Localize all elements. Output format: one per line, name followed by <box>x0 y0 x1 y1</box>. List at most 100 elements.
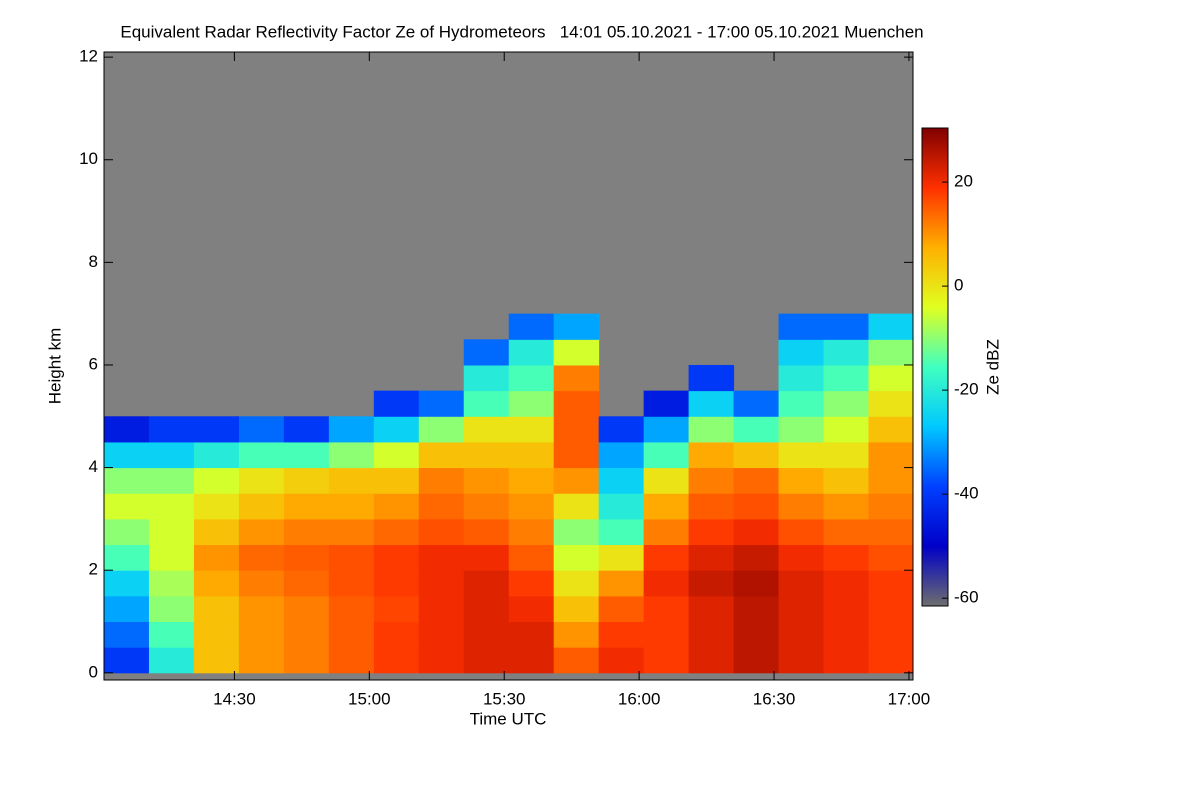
heatmap-cell <box>104 467 150 494</box>
heatmap-cell <box>148 621 195 648</box>
heatmap-cell <box>868 595 914 623</box>
heatmap-cell <box>373 441 420 469</box>
heatmap-cell <box>463 467 510 494</box>
heatmap-cell <box>193 621 240 648</box>
heatmap-cell <box>553 467 600 494</box>
heatmap-cell <box>553 339 600 366</box>
heatmap-cell <box>373 518 420 546</box>
heatmap-cell <box>823 441 869 469</box>
heatmap-cell <box>823 339 869 366</box>
heatmap-cell <box>868 390 914 417</box>
heatmap-cell <box>778 364 825 392</box>
heatmap-cell <box>823 595 869 623</box>
x-tick-label: 14:30 <box>213 689 256 708</box>
heatmap-cell <box>463 364 510 392</box>
heatmap-cell <box>598 416 645 443</box>
colorbar <box>921 127 949 607</box>
heatmap-cell <box>868 416 914 443</box>
heatmap-cell <box>733 544 780 571</box>
heatmap-cell <box>688 467 735 494</box>
heatmap-cell <box>148 544 195 571</box>
heatmap-cell <box>238 467 285 494</box>
heatmap-cell <box>373 416 420 443</box>
heatmap-cell <box>508 339 555 366</box>
heatmap-cell <box>508 364 555 392</box>
y-tick-label: 0 <box>89 662 98 681</box>
heatmap-cell <box>328 647 375 674</box>
heatmap-cell <box>733 441 780 469</box>
heatmap-cell <box>733 493 780 520</box>
heatmap-cell <box>104 544 150 571</box>
heatmap-cell <box>418 416 465 443</box>
x-tick-label: 15:00 <box>348 689 391 708</box>
heatmap-cell <box>148 570 195 597</box>
heatmap-cell <box>418 647 465 674</box>
heatmap-cell <box>553 647 600 674</box>
heatmap-cell <box>238 441 285 469</box>
heatmap-cell <box>508 544 555 571</box>
heatmap-cell <box>508 441 555 469</box>
heatmap-cell <box>553 313 600 340</box>
heatmap-cell <box>823 390 869 417</box>
heatmap-cell <box>418 595 465 623</box>
heatmap-cell <box>688 416 735 443</box>
heatmap-cell <box>688 544 735 571</box>
heatmap-cell <box>238 595 285 623</box>
heatmap-cell <box>778 570 825 597</box>
heatmap-cell <box>193 570 240 597</box>
heatmap-cell <box>553 544 600 571</box>
heatmap-cell <box>868 647 914 674</box>
heatmap-cell <box>104 570 150 597</box>
heatmap-cell <box>283 570 330 597</box>
heatmap-cell <box>688 518 735 546</box>
heatmap-cell <box>778 518 825 546</box>
heatmap-cell <box>733 621 780 648</box>
colorbar-tick-label: 20 <box>954 172 973 191</box>
heatmap-cell <box>643 518 690 546</box>
heatmap-cell <box>508 647 555 674</box>
heatmap-cell <box>463 518 510 546</box>
heatmap-cell <box>868 621 914 648</box>
heatmap-cell <box>823 570 869 597</box>
heatmap-cell <box>283 647 330 674</box>
heatmap-cell <box>463 570 510 597</box>
plot-frame <box>103 51 914 681</box>
heatmap-cell <box>688 570 735 597</box>
heatmap-cell <box>868 570 914 597</box>
heatmap-cell <box>463 416 510 443</box>
heatmap-cell <box>104 595 150 623</box>
y-tick-label: 6 <box>89 354 98 373</box>
heatmap-cell <box>373 570 420 597</box>
heatmap-cell <box>733 518 780 546</box>
heatmap-cell <box>823 544 869 571</box>
heatmap-cell <box>148 493 195 520</box>
heatmap-cell <box>328 441 375 469</box>
heatmap-cell <box>688 621 735 648</box>
heatmap-cell <box>283 621 330 648</box>
heatmap-cell <box>104 493 150 520</box>
heatmap-cell <box>418 621 465 648</box>
heatmap-cell <box>688 364 735 392</box>
heatmap-cell <box>823 647 869 674</box>
heatmap-cell <box>238 544 285 571</box>
heatmap-cell <box>373 493 420 520</box>
heatmap-cell <box>418 467 465 494</box>
heatmap-cell <box>193 493 240 520</box>
heatmap-cell <box>193 416 240 443</box>
heatmap-cell <box>104 416 150 443</box>
heatmap-cell <box>238 416 285 443</box>
heatmap-cell <box>778 416 825 443</box>
heatmap-cell <box>823 467 869 494</box>
heatmap-cell <box>104 647 150 674</box>
heatmap-cell <box>868 313 914 340</box>
heatmap-cell <box>328 467 375 494</box>
heatmap-cell <box>823 518 869 546</box>
heatmap-cell <box>643 544 690 571</box>
y-axis-label: Height km <box>45 328 64 405</box>
heatmap-cell <box>193 518 240 546</box>
heatmap-cell <box>868 467 914 494</box>
heatmap-cell <box>688 493 735 520</box>
heatmap-cell <box>418 390 465 417</box>
heatmap-cell <box>328 621 375 648</box>
